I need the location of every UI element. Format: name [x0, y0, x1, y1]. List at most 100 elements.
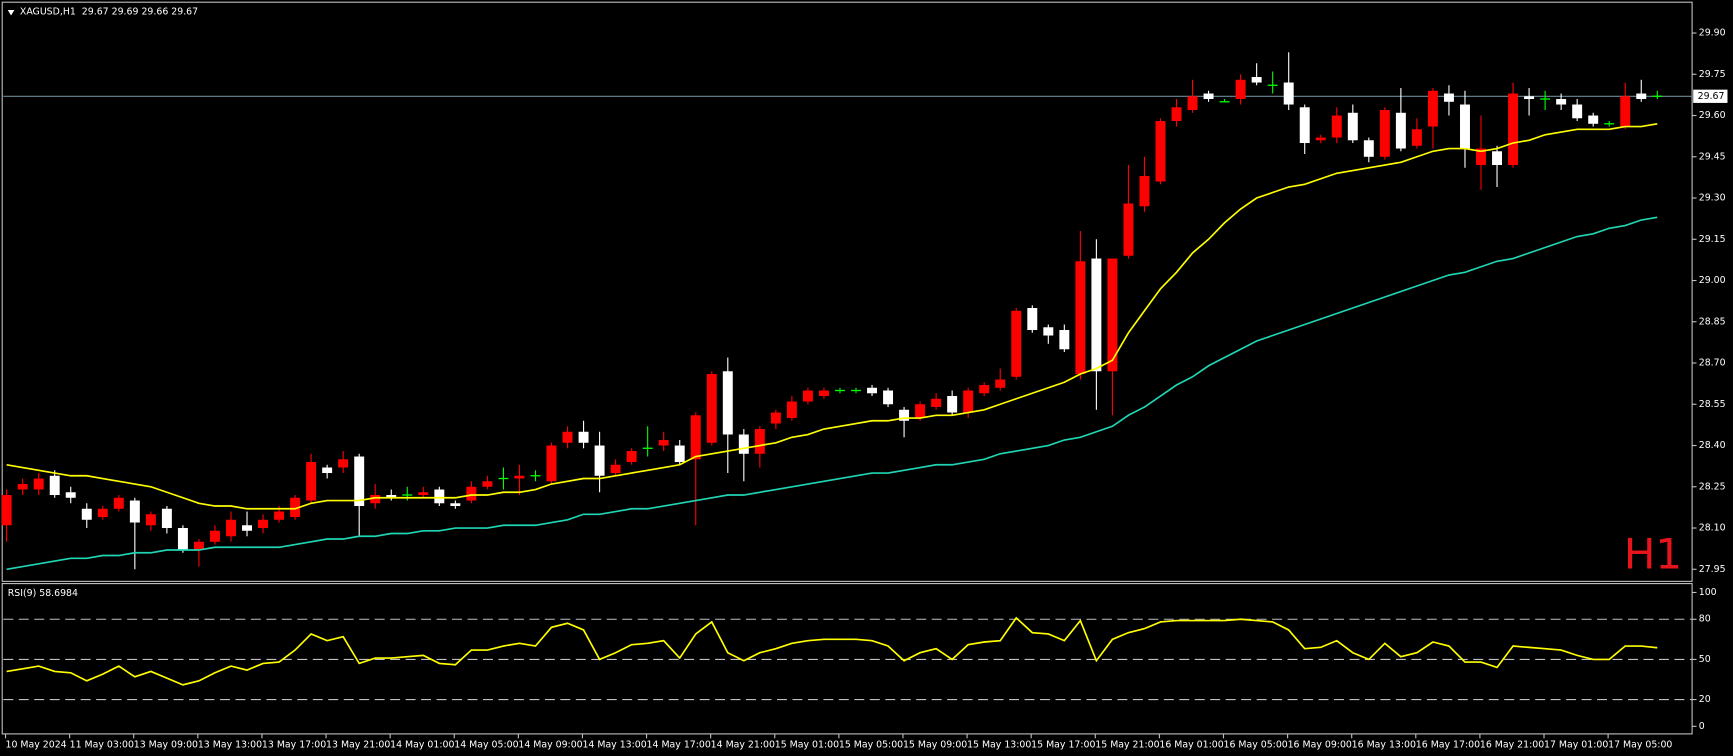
candle-body: [81, 508, 92, 520]
x-tick-label: 15 May 01:00: [775, 739, 839, 750]
y-tick-label: 28.55: [1699, 399, 1726, 410]
candle-body: [1187, 96, 1198, 111]
candle-body: [786, 401, 797, 419]
candle-body: [290, 497, 301, 518]
candle-body: [883, 390, 894, 405]
candle-body: [97, 508, 108, 518]
y-tick-label: 29.30: [1699, 193, 1726, 204]
candle-body: [1492, 151, 1503, 166]
y-tick-label: 28.10: [1699, 523, 1726, 534]
candle-body: [514, 475, 525, 479]
candle-body: [1059, 330, 1070, 350]
y-tick-label: 28.85: [1699, 316, 1726, 327]
candle-body: [1203, 93, 1214, 100]
candle-body: [1331, 115, 1342, 138]
candle-body: [674, 445, 685, 463]
indicator-line: [6, 216, 1658, 571]
candle-body: [322, 467, 333, 474]
x-tick-label: 14 May 09:00: [518, 739, 582, 750]
main-pane-frame: [1, 1, 1693, 582]
current-price-label: 29.67: [1698, 91, 1725, 102]
candle-body: [770, 412, 781, 424]
x-tick-label: 10 May 2024: [6, 739, 67, 750]
candle-body: [1155, 121, 1166, 182]
candle-body: [578, 431, 589, 443]
x-tick-label: 15 May 21:00: [1095, 739, 1159, 750]
candle-body: [338, 459, 349, 468]
candle-body: [706, 374, 717, 443]
y-tick-label: 28.25: [1699, 481, 1726, 492]
x-tick-label: 15 May 05:00: [839, 739, 903, 750]
candle-body: [177, 528, 188, 551]
y-tick-label: 20: [1699, 694, 1711, 705]
x-tick-label: 13 May 21:00: [326, 739, 390, 750]
rsi-pane-frame: [1, 583, 1693, 735]
pane-title: XAGUSD,H1 29.67 29.69 29.66 29.67: [20, 7, 198, 18]
candle-body: [1027, 308, 1038, 331]
x-tick-label: 14 May 01:00: [390, 739, 454, 750]
candle-body: [1524, 96, 1535, 100]
x-tick-label: 14 May 17:00: [647, 739, 711, 750]
candle-body: [1139, 176, 1150, 207]
x-tick-label: 16 May 09:00: [1288, 739, 1352, 750]
menu-triangle[interactable]: [7, 9, 15, 16]
candle-body: [1299, 107, 1310, 144]
candle-body: [931, 398, 942, 408]
candle-body: [594, 445, 605, 476]
candle-body: [1107, 258, 1118, 372]
candle-body: [1476, 148, 1486, 166]
candle-body: [193, 541, 204, 551]
candle-body: [1235, 79, 1246, 100]
x-tick-label: 16 May 01:00: [1159, 739, 1223, 750]
y-tick-label: 29.15: [1699, 234, 1726, 245]
y-tick-label: 28.70: [1699, 358, 1726, 369]
candle-body: [450, 503, 461, 507]
x-tick-label: 15 May 09:00: [903, 739, 967, 750]
y-tick-label: 27.95: [1699, 564, 1726, 575]
candle-body: [1395, 112, 1406, 149]
x-tick-label: 13 May 09:00: [134, 739, 198, 750]
y-tick-label: 28.40: [1699, 440, 1726, 451]
candle-body: [610, 464, 621, 474]
x-tick-label: 13 May 13:00: [198, 739, 262, 750]
y-tick-label: 29.00: [1699, 275, 1726, 286]
y-tick-label: 29.90: [1699, 28, 1726, 39]
candle-body: [658, 440, 669, 446]
x-tick-label: 16 May 13:00: [1352, 739, 1416, 750]
candle-body: [915, 404, 926, 419]
candle-body: [1620, 96, 1631, 127]
candle-body: [722, 371, 733, 435]
x-tick-label: 13 May 17:00: [262, 739, 326, 750]
pane-title: RSI(9) 58.6984: [8, 588, 78, 599]
candle-body: [482, 481, 493, 487]
candle-body: [738, 434, 749, 454]
x-tick-label: 11 May 03:00: [70, 739, 134, 750]
candle-body: [466, 486, 477, 501]
candle-body: [161, 508, 172, 529]
x-tick-label: 14 May 13:00: [582, 739, 646, 750]
candle-body: [754, 429, 765, 454]
y-tick-label: 100: [1699, 587, 1717, 598]
candle-body: [1011, 310, 1022, 377]
candle-body: [1075, 261, 1086, 375]
indicator-line: [6, 122, 1658, 510]
candle-body: [129, 500, 140, 523]
candle-body: [209, 530, 220, 542]
candle-body: [17, 484, 28, 490]
candle-body: [1251, 77, 1262, 83]
candle-body: [386, 495, 397, 498]
candle-body: [802, 390, 813, 402]
candle-body: [1315, 137, 1326, 141]
candle-body: [1588, 115, 1599, 124]
indicator-line: [6, 616, 1658, 686]
candle-body: [899, 409, 910, 421]
candle-body: [258, 519, 269, 529]
candle-body: [370, 495, 381, 504]
y-tick-label: 0: [1699, 721, 1705, 732]
candle-body: [354, 456, 365, 507]
candle-body: [867, 387, 877, 394]
y-tick-label: 29.75: [1699, 69, 1726, 80]
candle-body: [1572, 104, 1583, 119]
